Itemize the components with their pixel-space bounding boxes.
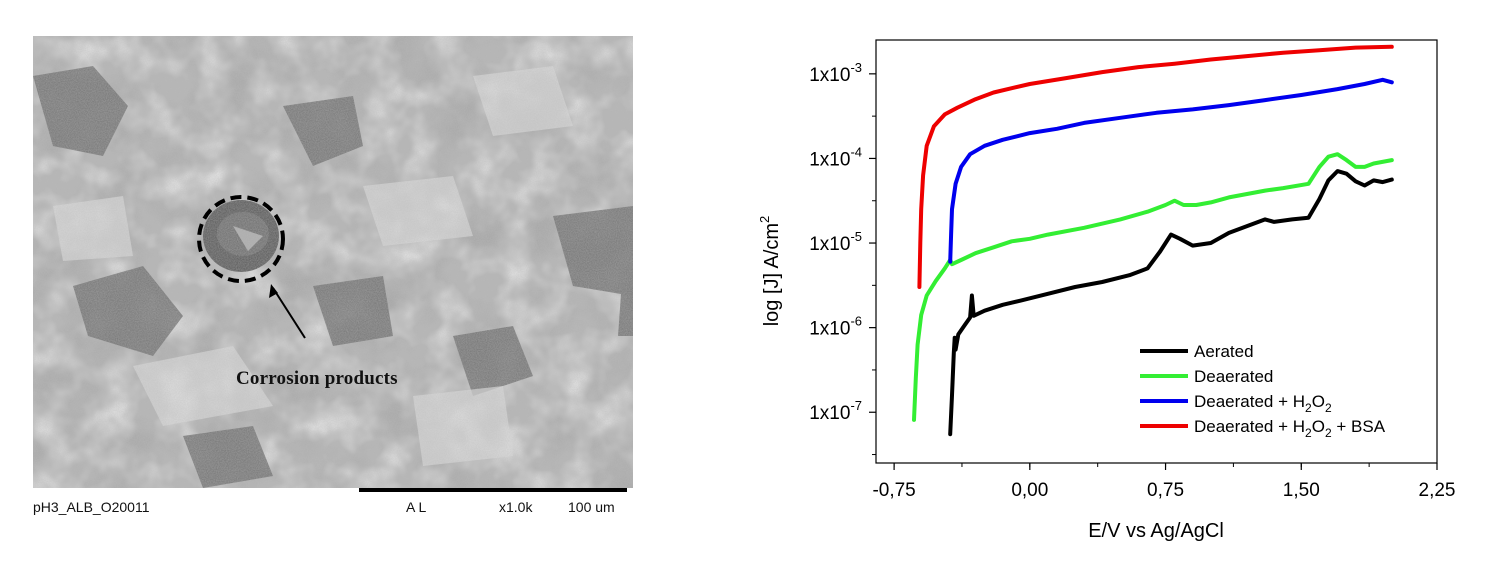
magnification-label: x1.0k (499, 499, 533, 515)
scale-label: 100 um (568, 499, 615, 515)
detector-label: A L (406, 499, 427, 515)
chart-series (912, 44, 1394, 437)
annotation-arrow (272, 287, 306, 339)
y-tick-label: 1x10-6 (809, 314, 862, 340)
series-line-1 (912, 152, 1394, 422)
x-tick-label: 1,50 (1283, 480, 1320, 501)
x-tick-label: 0,75 (1147, 480, 1184, 501)
series-line-2 (948, 77, 1394, 264)
chart-axes: -0,75 0,00 0,75 1,50 2,25 1x10-3 1x10-4 1x10-5 1… (809, 39, 1456, 501)
corrosion-label: Corrosion products (236, 368, 398, 389)
x-tick-label: 0,00 (1011, 480, 1048, 501)
x-tick-label: -0,75 (872, 480, 915, 501)
series-line-3 (917, 44, 1394, 289)
y-tick-label: 1x10-3 (809, 60, 862, 86)
series-line-0 (948, 169, 1394, 437)
corrosion-circle (197, 195, 285, 283)
sem-footer: pH3_ALB_O20011 A L x1.0k 100 um (33, 488, 633, 528)
plot-frame (875, 39, 1438, 464)
legend-label-0: Aerated (1194, 342, 1254, 361)
y-tick-label: 1x10-4 (809, 144, 862, 170)
y-tick-label: 1x10-5 (809, 229, 862, 255)
scale-bar (359, 488, 627, 492)
polarization-chart: -0,75 0,00 0,75 1,50 2,25 1x10-3 1x10-4 1x10-5 1… (757, 39, 1456, 542)
y-axis-title: log [J] A/cm2 (757, 216, 783, 327)
x-tick-label: 2,25 (1419, 480, 1456, 501)
legend-label-3: Deaerated + H2O2 + BSA (1194, 417, 1386, 440)
sem-micrograph: Corrosion products (33, 36, 633, 488)
sample-id: pH3_ALB_O20011 (33, 499, 150, 515)
legend-label-1: Deaerated (1194, 367, 1273, 386)
chart-legend: Aerated Deaerated Deaerated + H2O2Deaerate… (1140, 342, 1386, 440)
legend-label-2: Deaerated + H2O2 (1194, 392, 1332, 415)
x-axis-title: E/V vs Ag/AgCl (1088, 520, 1224, 542)
sem-image (33, 36, 633, 488)
y-tick-label: 1x10-7 (809, 398, 862, 424)
